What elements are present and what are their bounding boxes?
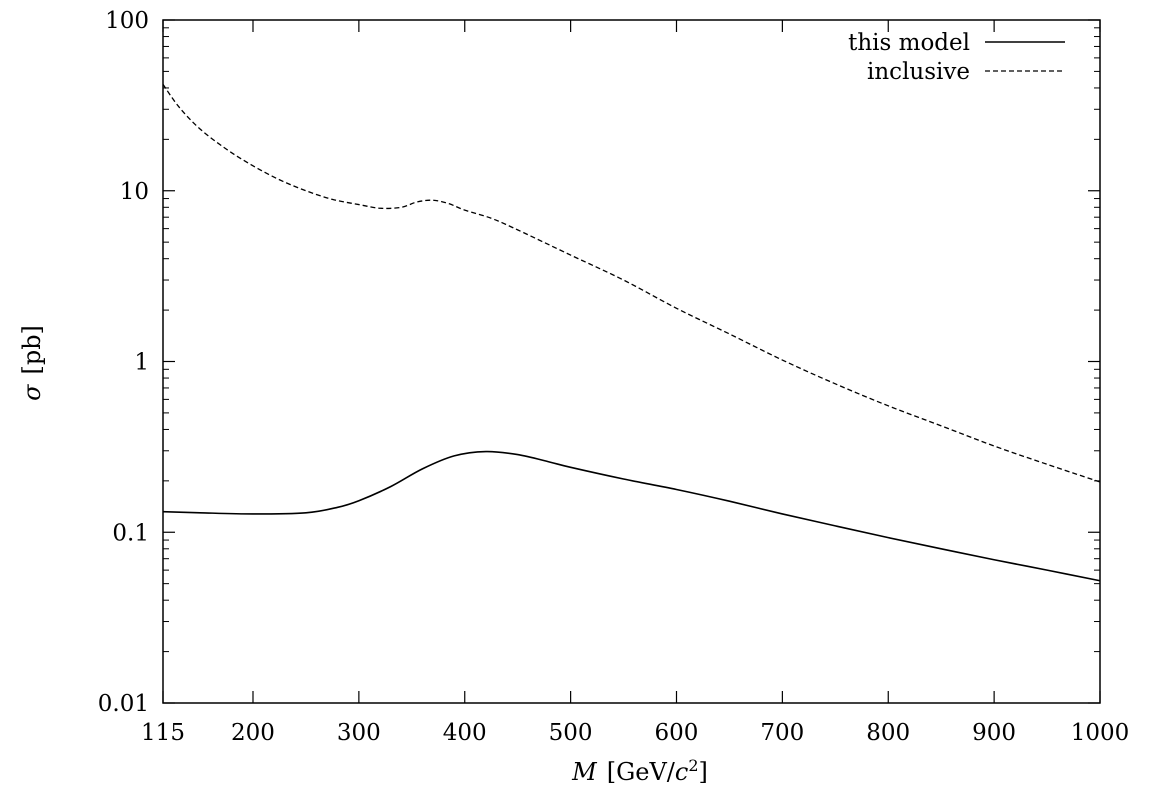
x-tick-label: 800 bbox=[866, 720, 910, 746]
series-line-this-model bbox=[162, 450, 1101, 582]
legend: this model inclusive bbox=[848, 30, 1065, 85]
x-tick-label: 400 bbox=[443, 720, 487, 746]
y-tick-label: 1 bbox=[134, 350, 149, 376]
x-axis-label: M [GeV/c2] bbox=[571, 756, 708, 787]
y-tick-label: 10 bbox=[120, 179, 149, 205]
y-tick-label: 100 bbox=[105, 8, 149, 34]
x-tick-label: 600 bbox=[655, 720, 699, 746]
series-line-inclusive bbox=[162, 83, 1101, 483]
series-layer bbox=[162, 83, 1101, 582]
x-tick-label: 115 bbox=[141, 720, 185, 746]
x-tick-label: 500 bbox=[549, 720, 593, 746]
y-axis-label: σ[pb] bbox=[18, 325, 46, 401]
tick-labels: 115 200 300 400 500 600 700 800 900 1000 0.01 0.1 1 1… bbox=[98, 8, 1129, 746]
axis-ticks bbox=[162, 19, 1101, 704]
legend-label-this-model: this model bbox=[848, 30, 970, 56]
x-tick-label: 700 bbox=[760, 720, 804, 746]
y-tick-label: 0.1 bbox=[112, 520, 149, 546]
legend-label-inclusive: inclusive bbox=[867, 59, 970, 85]
plot-frame bbox=[162, 19, 1101, 704]
x-tick-label: 200 bbox=[231, 720, 275, 746]
x-tick-label: 1000 bbox=[1071, 720, 1130, 746]
x-tick-label: 300 bbox=[337, 720, 381, 746]
y-tick-label: 0.01 bbox=[98, 691, 149, 717]
x-tick-label: 900 bbox=[972, 720, 1016, 746]
